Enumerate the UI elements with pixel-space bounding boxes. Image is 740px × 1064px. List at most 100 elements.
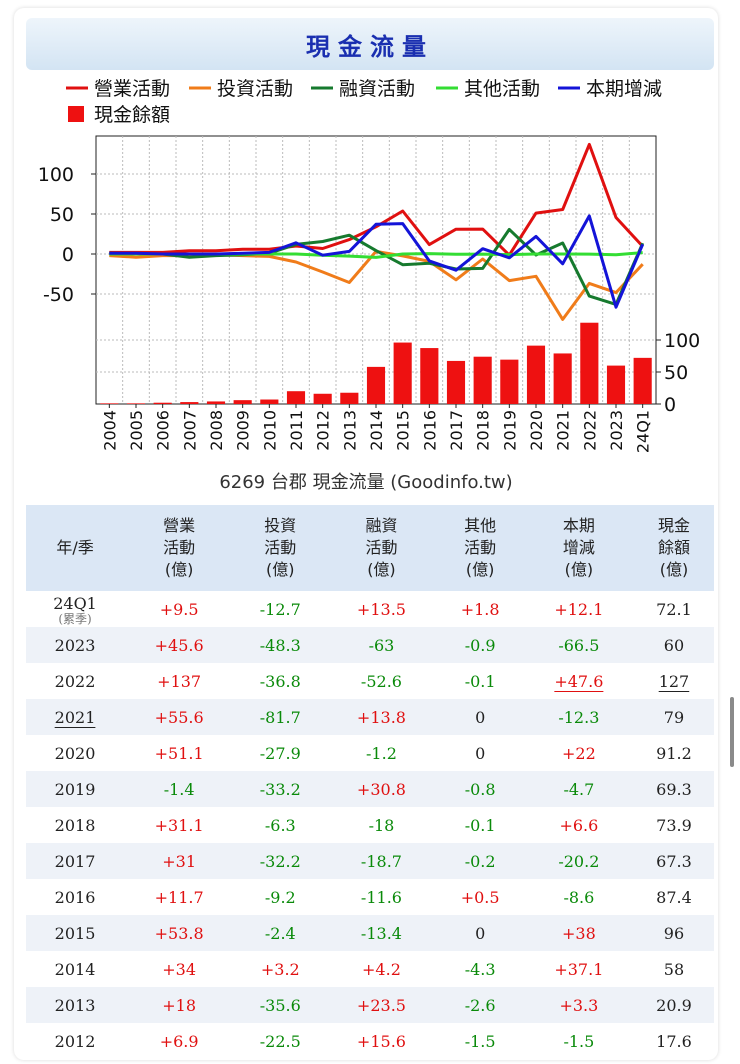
legend-label-4: 本期增減 — [586, 78, 662, 100]
xtick-2011: 2011 — [287, 410, 306, 451]
table-row: 24Q1 (累季) +9.5 -12.7 +13.5 +1.8 +12.1 72.1 — [26, 591, 714, 627]
cell-oth: 0 — [436, 699, 524, 735]
cell-chg: -12.3 — [523, 699, 634, 735]
cell-chg: -8.6 — [523, 879, 634, 915]
cell-inv: -36.8 — [234, 663, 327, 699]
table-row: 2021 +55.6 -81.7 +13.8 0 -12.3 79 — [26, 699, 714, 735]
col-header-4: 其他 活動 (億) — [436, 505, 524, 591]
cell-cash: 72.1 — [633, 591, 714, 627]
cell-fin: +23.5 — [326, 987, 437, 1023]
bar-cash-2010 — [260, 399, 279, 404]
xtick-2007: 2007 — [180, 410, 199, 451]
cell-op: +53.8 — [124, 915, 235, 951]
cell-period: 2016 — [26, 879, 125, 915]
cell-period: 2023 — [26, 627, 125, 663]
cell-period: 2021 — [26, 699, 125, 735]
cell-inv: -27.9 — [234, 735, 327, 771]
ytick-left-100: 100 — [38, 164, 74, 186]
cell-cash: 60 — [633, 627, 714, 663]
table-row: 2013 +18 -35.6 +23.5 -2.6 +3.3 20.9 — [26, 987, 714, 1023]
xtick-2023: 2023 — [607, 410, 626, 451]
series-line-2 — [109, 227, 645, 306]
bar-cash-2019 — [500, 359, 519, 404]
cell-oth: 0 — [436, 915, 524, 951]
xtick-2019: 2019 — [500, 410, 519, 451]
cash-flow-card: 現金流量 營業活動 投資活動 融資活動 其他活動 本期增減 現金餘額 100 50 0 -50 10… — [14, 8, 718, 1060]
cell-chg: +12.1 — [523, 591, 634, 627]
cell-inv: -9.2 — [234, 879, 327, 915]
cell-cash: 79 — [633, 699, 714, 735]
col-header-2: 投資 活動 (億) — [234, 505, 327, 591]
cell-inv: -2.4 — [234, 915, 327, 951]
cell-inv: -33.2 — [234, 771, 327, 807]
cell-op: +31.1 — [124, 807, 235, 843]
cell-fin: +15.6 — [326, 1023, 437, 1059]
table-row: 2020 +51.1 -27.9 -1.2 0 +22 91.2 — [26, 735, 714, 771]
cell-period: 2013 — [26, 987, 125, 1023]
cell-op: +11.7 — [124, 879, 235, 915]
cell-cash: 20.9 — [633, 987, 714, 1023]
xtick-2010: 2010 — [260, 410, 279, 451]
table-row: 2012 +6.9 -22.5 +15.6 -1.5 -1.5 17.6 — [26, 1023, 714, 1059]
cell-op: +55.6 — [124, 699, 235, 735]
bar-cash-2014 — [366, 366, 386, 404]
bar-cash-2004 — [100, 403, 119, 404]
cell-op: +18 — [124, 987, 235, 1023]
cell-cash: 91.2 — [633, 735, 714, 771]
cell-cash: 127 — [633, 663, 714, 699]
bar-cash-2020 — [526, 345, 546, 404]
cell-period: 2014 — [26, 951, 125, 987]
bar-cash-2022 — [580, 322, 599, 404]
cell-oth: +1.8 — [436, 591, 524, 627]
cell-period: 24Q1 (累季) — [26, 591, 125, 627]
cell-oth: -0.9 — [436, 627, 524, 663]
cell-fin: +13.5 — [326, 591, 437, 627]
table-body: 24Q1 (累季) +9.5 -12.7 +13.5 +1.8 +12.1 72.1 2023 +… — [26, 591, 714, 1059]
cell-cash: 17.6 — [633, 1023, 714, 1059]
table-row: 2023 +45.6 -48.3 -63 -0.9 -66.5 60 — [26, 627, 714, 663]
cell-inv: -32.2 — [234, 843, 327, 879]
cell-op: -1.4 — [124, 771, 235, 807]
xtick-2014: 2014 — [367, 410, 386, 451]
xtick-24Q1: 24Q1 — [634, 410, 653, 453]
ytick-left--50: -50 — [43, 284, 74, 306]
ytick-right-0: 0 — [664, 394, 676, 416]
cell-chg: +6.6 — [523, 807, 634, 843]
xtick-2022: 2022 — [580, 410, 599, 451]
table-row: 2022 +137 -36.8 -52.6 -0.1 +47.6 127 — [26, 663, 714, 699]
table-row: 2016 +11.7 -9.2 -11.6 +0.5 -8.6 87.4 — [26, 879, 714, 915]
cell-chg: +3.3 — [523, 987, 634, 1023]
cell-oth: -4.3 — [436, 951, 524, 987]
xtick-2006: 2006 — [154, 410, 173, 451]
cell-op: +45.6 — [124, 627, 235, 663]
cash-flow-table: 年/季 營業 活動 (億) 投資 活動 (億) 融資 活動 (億) 其他 活動 (億) 本期 增減 (億) 現金… — [26, 505, 714, 1059]
cell-inv: -35.6 — [234, 987, 327, 1023]
chart-caption: 6269 台郡 現金流量 (Goodinfo.tw) — [219, 472, 512, 493]
legend-label-2: 融資活動 — [339, 78, 415, 100]
cell-cash: 69.3 — [633, 771, 714, 807]
scrollbar[interactable] — [730, 697, 734, 767]
bar-cash-2007 — [180, 402, 199, 404]
bar-cash-2015 — [393, 342, 412, 404]
bar-cash-2012 — [313, 393, 332, 404]
xtick-2016: 2016 — [420, 410, 439, 451]
cell-op: +6.9 — [124, 1023, 235, 1059]
xtick-2017: 2017 — [447, 410, 466, 451]
cell-inv: +3.2 — [234, 951, 327, 987]
bar-cash-2009 — [233, 400, 252, 404]
ytick-left-0: 0 — [62, 244, 74, 266]
cell-op: +51.1 — [124, 735, 235, 771]
cell-period: 2022 — [26, 663, 125, 699]
cell-fin: -18 — [326, 807, 437, 843]
ytick-right-100: 100 — [664, 330, 700, 352]
bar-cash-2005 — [126, 403, 146, 404]
cell-chg: -1.5 — [523, 1023, 634, 1059]
bar-cash-2013 — [340, 392, 359, 404]
table-row: 2015 +53.8 -2.4 -13.4 0 +38 96 — [26, 915, 714, 951]
cell-oth: 0 — [436, 735, 524, 771]
series-line-4 — [109, 214, 645, 309]
cell-op: +137 — [124, 663, 235, 699]
page-title: 現金流量 — [306, 32, 434, 61]
cell-inv: -22.5 — [234, 1023, 327, 1059]
cell-chg: +38 — [523, 915, 634, 951]
